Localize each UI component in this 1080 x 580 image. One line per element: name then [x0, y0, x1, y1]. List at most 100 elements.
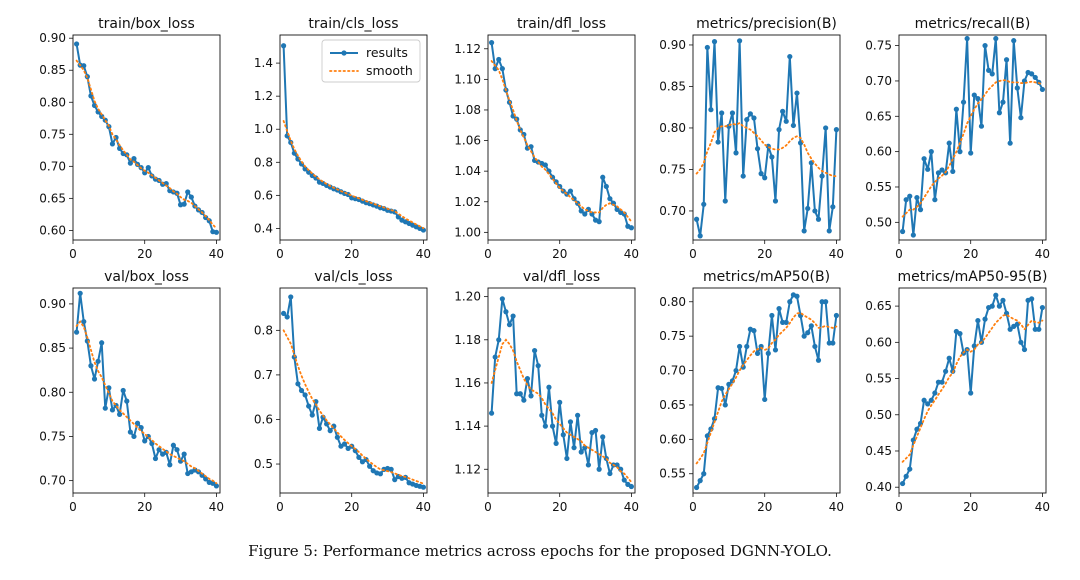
plot-frame [692, 34, 841, 241]
y-tick-label: 1.0 [254, 122, 273, 136]
plot-frame [279, 287, 428, 494]
panel-title: metrics/recall(B) [915, 16, 1031, 32]
y-tick-label: 0.65 [39, 191, 66, 205]
results-point [704, 44, 710, 51]
smooth-line [282, 329, 425, 485]
results-point [928, 149, 934, 155]
results-point [762, 396, 768, 403]
results-point [1039, 86, 1046, 93]
x-tick-label: 40 [829, 247, 844, 261]
results-point [302, 166, 308, 172]
plot-frame [72, 287, 221, 494]
plot-frame [898, 287, 1047, 494]
results-point [787, 53, 793, 60]
smooth-line [695, 311, 838, 465]
results-point [715, 139, 721, 145]
results-point [754, 146, 761, 152]
y-tick-label: 0.85 [39, 63, 66, 77]
y-tick-label: 1.16 [454, 376, 481, 390]
results-point [787, 299, 793, 305]
results-point [628, 483, 635, 490]
x-tick-label: 0 [484, 500, 492, 514]
x-tick-label: 40 [829, 500, 844, 514]
results-point [805, 330, 811, 336]
results-point [1007, 326, 1013, 332]
results-point [174, 447, 180, 453]
results-point [722, 198, 728, 204]
results-point [488, 40, 495, 46]
results-line [901, 37, 1044, 237]
results-point [978, 123, 985, 129]
results-point [496, 56, 502, 63]
x-tick-label: 0 [895, 500, 903, 514]
results-point [1021, 346, 1028, 353]
panel-0: train/box_loss 0.60 0.65 0.70 0.75 0.80 0.85 0.… [39, 16, 224, 261]
results-point [701, 471, 707, 477]
results-point [769, 312, 775, 319]
results-point [528, 393, 534, 399]
y-tick-label: 1.06 [454, 134, 481, 148]
results-point [203, 214, 209, 221]
results-point [614, 462, 620, 468]
results-point [564, 455, 570, 462]
smooth-line [901, 79, 1044, 218]
results-point [306, 403, 312, 409]
results-point [801, 228, 807, 234]
panel-8: metrics/mAP50(B) 0.55 0.60 0.65 0.70 0.75 0.80… [659, 269, 844, 514]
results-point [982, 316, 988, 322]
x-tick-label: 40 [416, 247, 431, 261]
results-point [170, 442, 176, 448]
results-point [88, 363, 94, 369]
results-point [621, 477, 627, 483]
results-point [946, 355, 952, 361]
results-point [127, 160, 133, 166]
results-point [722, 402, 728, 408]
results-point [932, 390, 938, 396]
results-point [1011, 38, 1017, 44]
y-tick-label: 0.6 [254, 412, 273, 426]
x-tick-label: 20 [137, 500, 152, 514]
results-point [903, 197, 909, 203]
results-point [600, 434, 606, 440]
results-point [388, 466, 394, 472]
panel-1: train/cls_loss 0.4 0.6 0.8 1.0 1.2 1.4 0 20 40 res… [254, 16, 431, 261]
y-tick-label: 0.90 [39, 31, 66, 45]
x-tick-label: 20 [757, 500, 772, 514]
results-point [1029, 71, 1035, 77]
y-tick-label: 1.10 [454, 72, 481, 86]
plot-frame [898, 34, 1047, 241]
panel-title: metrics/precision(B) [696, 16, 837, 32]
results-point [737, 343, 743, 350]
results-point [496, 337, 502, 343]
figure-caption: Figure 5: Performance metrics across epo… [248, 542, 832, 560]
panel-2: train/dfl_loss 1.00 1.02 1.04 1.06 1.08 1.10 1.… [454, 16, 639, 261]
results-point [181, 451, 187, 457]
results-point [964, 35, 970, 42]
results-point [899, 228, 906, 235]
y-tick-label: 0.80 [659, 295, 686, 309]
results-point [989, 303, 995, 309]
results-point [971, 92, 977, 98]
panel-title: train/dfl_loss [517, 16, 606, 32]
results-point [794, 90, 800, 96]
results-point [521, 397, 527, 403]
results-point [819, 299, 825, 305]
results-point [719, 385, 725, 392]
results-point [628, 225, 635, 231]
results-point [532, 347, 538, 354]
x-tick-label: 40 [209, 500, 224, 514]
results-point [295, 381, 301, 387]
y-tick-label: 0.8 [254, 155, 273, 169]
panel-title: val/box_loss [104, 269, 189, 285]
results-point [1003, 57, 1010, 63]
results-point [420, 484, 427, 490]
results-point [932, 197, 938, 203]
y-tick-label: 0.6 [254, 188, 273, 202]
y-tick-label: 0.85 [39, 341, 66, 355]
results-point [352, 448, 358, 454]
results-point [925, 166, 931, 172]
results-point [596, 466, 602, 472]
y-tick-label: 0.5 [254, 457, 273, 471]
x-tick-label: 20 [963, 247, 978, 261]
results-point [993, 292, 999, 298]
